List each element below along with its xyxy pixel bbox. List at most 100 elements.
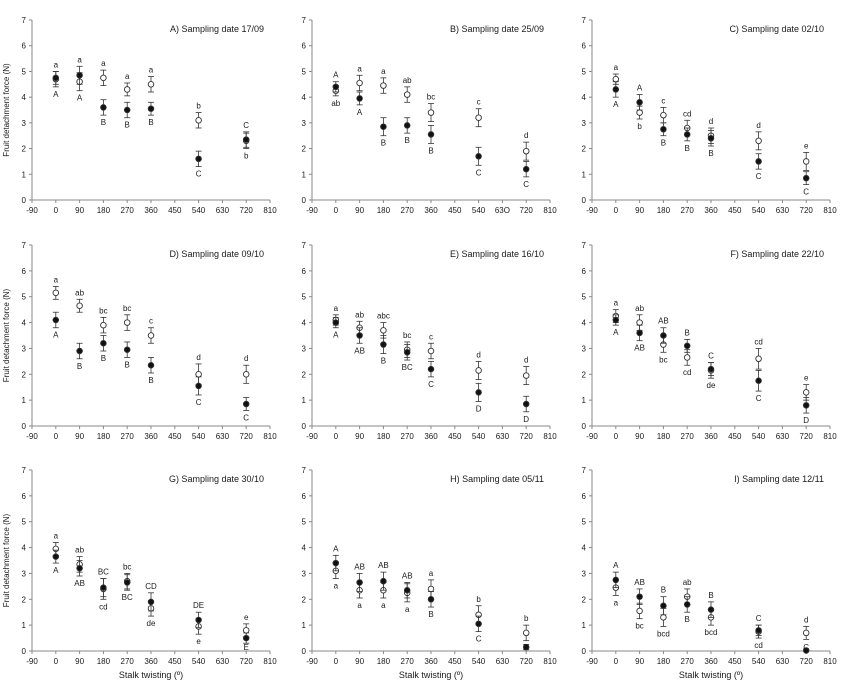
point-open <box>636 109 643 116</box>
point-filled <box>660 602 667 610</box>
panel-title: I) Sampling date 12/11 <box>734 474 824 484</box>
x-tick-label: 360 <box>704 206 718 215</box>
point-filled <box>242 634 250 642</box>
point-filled <box>123 579 131 586</box>
significance-letter: B <box>148 118 153 127</box>
y-tick-label: 2 <box>582 370 587 379</box>
x-tick-label: 90 <box>635 432 644 441</box>
point-open <box>522 147 530 155</box>
point-filled <box>802 647 810 654</box>
significance-letter: d <box>709 117 713 126</box>
x-tick-label: 90 <box>355 432 364 441</box>
significance-letter: d <box>476 350 480 359</box>
significance-letter: A <box>53 90 59 99</box>
significance-letter: A <box>613 100 619 109</box>
x-tick-label: 180 <box>657 432 671 441</box>
y-axis-title: Fruit detachment force (N) <box>2 513 11 607</box>
point-filled <box>100 104 107 111</box>
significance-letter: a <box>101 59 106 68</box>
y-tick-label: 7 <box>302 241 307 250</box>
significance-letter: a <box>381 67 386 76</box>
x-tick-label: 270 <box>681 206 695 215</box>
point-open <box>636 319 643 326</box>
significance-letter: B <box>381 357 386 366</box>
x-tick-label: 450 <box>168 432 182 441</box>
y-tick-label: 5 <box>302 67 307 76</box>
x-tick-label: 450 <box>728 206 742 215</box>
significance-letter: a <box>54 60 59 69</box>
y-tick-label: 2 <box>582 595 587 604</box>
significance-letter: b <box>244 152 249 161</box>
significance-letter: e <box>196 637 201 646</box>
significance-letter: A <box>613 561 619 570</box>
significance-letter: ab <box>75 546 84 555</box>
y-tick-label: 0 <box>582 196 587 205</box>
x-axis-title: Stalk twisting (º) <box>399 670 463 680</box>
panel-title: H) Sampling date 05/11 <box>450 474 544 484</box>
y-tick-label: 6 <box>582 492 587 501</box>
x-tick-label: 540 <box>192 657 206 666</box>
significance-letter: C <box>756 394 762 403</box>
significance-letter: BC <box>122 593 133 602</box>
point-open <box>636 607 643 615</box>
significance-letter: AB <box>378 561 389 570</box>
point-filled <box>403 349 411 356</box>
y-tick-label: 6 <box>582 42 587 51</box>
y-tick-label: 1 <box>582 396 587 405</box>
x-tick-label: 540 <box>192 432 206 441</box>
significance-letter: a <box>54 531 59 540</box>
y-tick-label: 5 <box>22 67 27 76</box>
x-tick-label: 90 <box>75 657 84 666</box>
significance-letter: C <box>243 413 249 422</box>
significance-letter: AB <box>658 317 669 326</box>
x-tick-label: 0 <box>54 432 59 441</box>
point-open <box>147 332 155 339</box>
point-filled <box>522 165 530 173</box>
point-filled <box>147 105 155 112</box>
x-tick-label: 180 <box>97 657 111 666</box>
point-filled <box>100 340 107 347</box>
x-tick-label: 540 <box>192 206 206 215</box>
x-tick-label: 630 <box>216 206 230 215</box>
x-tick-label: 360 <box>144 657 158 666</box>
x-tick-label: 720 <box>520 432 534 441</box>
point-filled <box>356 332 363 339</box>
significance-letter: C <box>803 643 809 652</box>
point-open <box>403 91 411 98</box>
x-tick-label: 450 <box>168 206 182 215</box>
point-open <box>802 629 810 637</box>
y-tick-label: 4 <box>22 93 27 102</box>
panel-title: D) Sampling date 09/10 <box>169 249 264 259</box>
point-filled <box>380 123 387 130</box>
x-tick-label: 810 <box>823 432 837 441</box>
y-tick-label: 6 <box>22 492 27 501</box>
x-tick-label: 720 <box>800 432 814 441</box>
y-tick-label: 6 <box>582 267 587 276</box>
point-filled <box>52 553 60 560</box>
significance-letter: a <box>54 275 59 284</box>
significance-letter: D <box>803 416 809 425</box>
significance-letter: A <box>53 331 59 340</box>
y-tick-label: 4 <box>22 544 27 553</box>
significance-letter: c <box>149 317 153 326</box>
y-tick-label: 7 <box>22 241 27 250</box>
panel-title: F) Sampling date 22/10 <box>730 249 824 259</box>
x-tick-label: 810 <box>543 657 557 666</box>
point-filled <box>123 346 131 353</box>
significance-letter: A <box>333 544 339 553</box>
x-tick-label: 180 <box>377 432 391 441</box>
significance-letter: A <box>333 71 339 80</box>
point-filled <box>802 402 810 409</box>
significance-letter: B <box>708 591 713 600</box>
significance-letter: C <box>803 188 809 197</box>
significance-letter: cd <box>754 337 762 346</box>
significance-letter: a <box>614 299 619 308</box>
point-filled <box>475 620 482 628</box>
significance-letter: d <box>524 356 528 365</box>
y-tick-label: 1 <box>582 170 587 179</box>
point-filled <box>755 627 762 634</box>
significance-letter: AB <box>354 562 365 571</box>
